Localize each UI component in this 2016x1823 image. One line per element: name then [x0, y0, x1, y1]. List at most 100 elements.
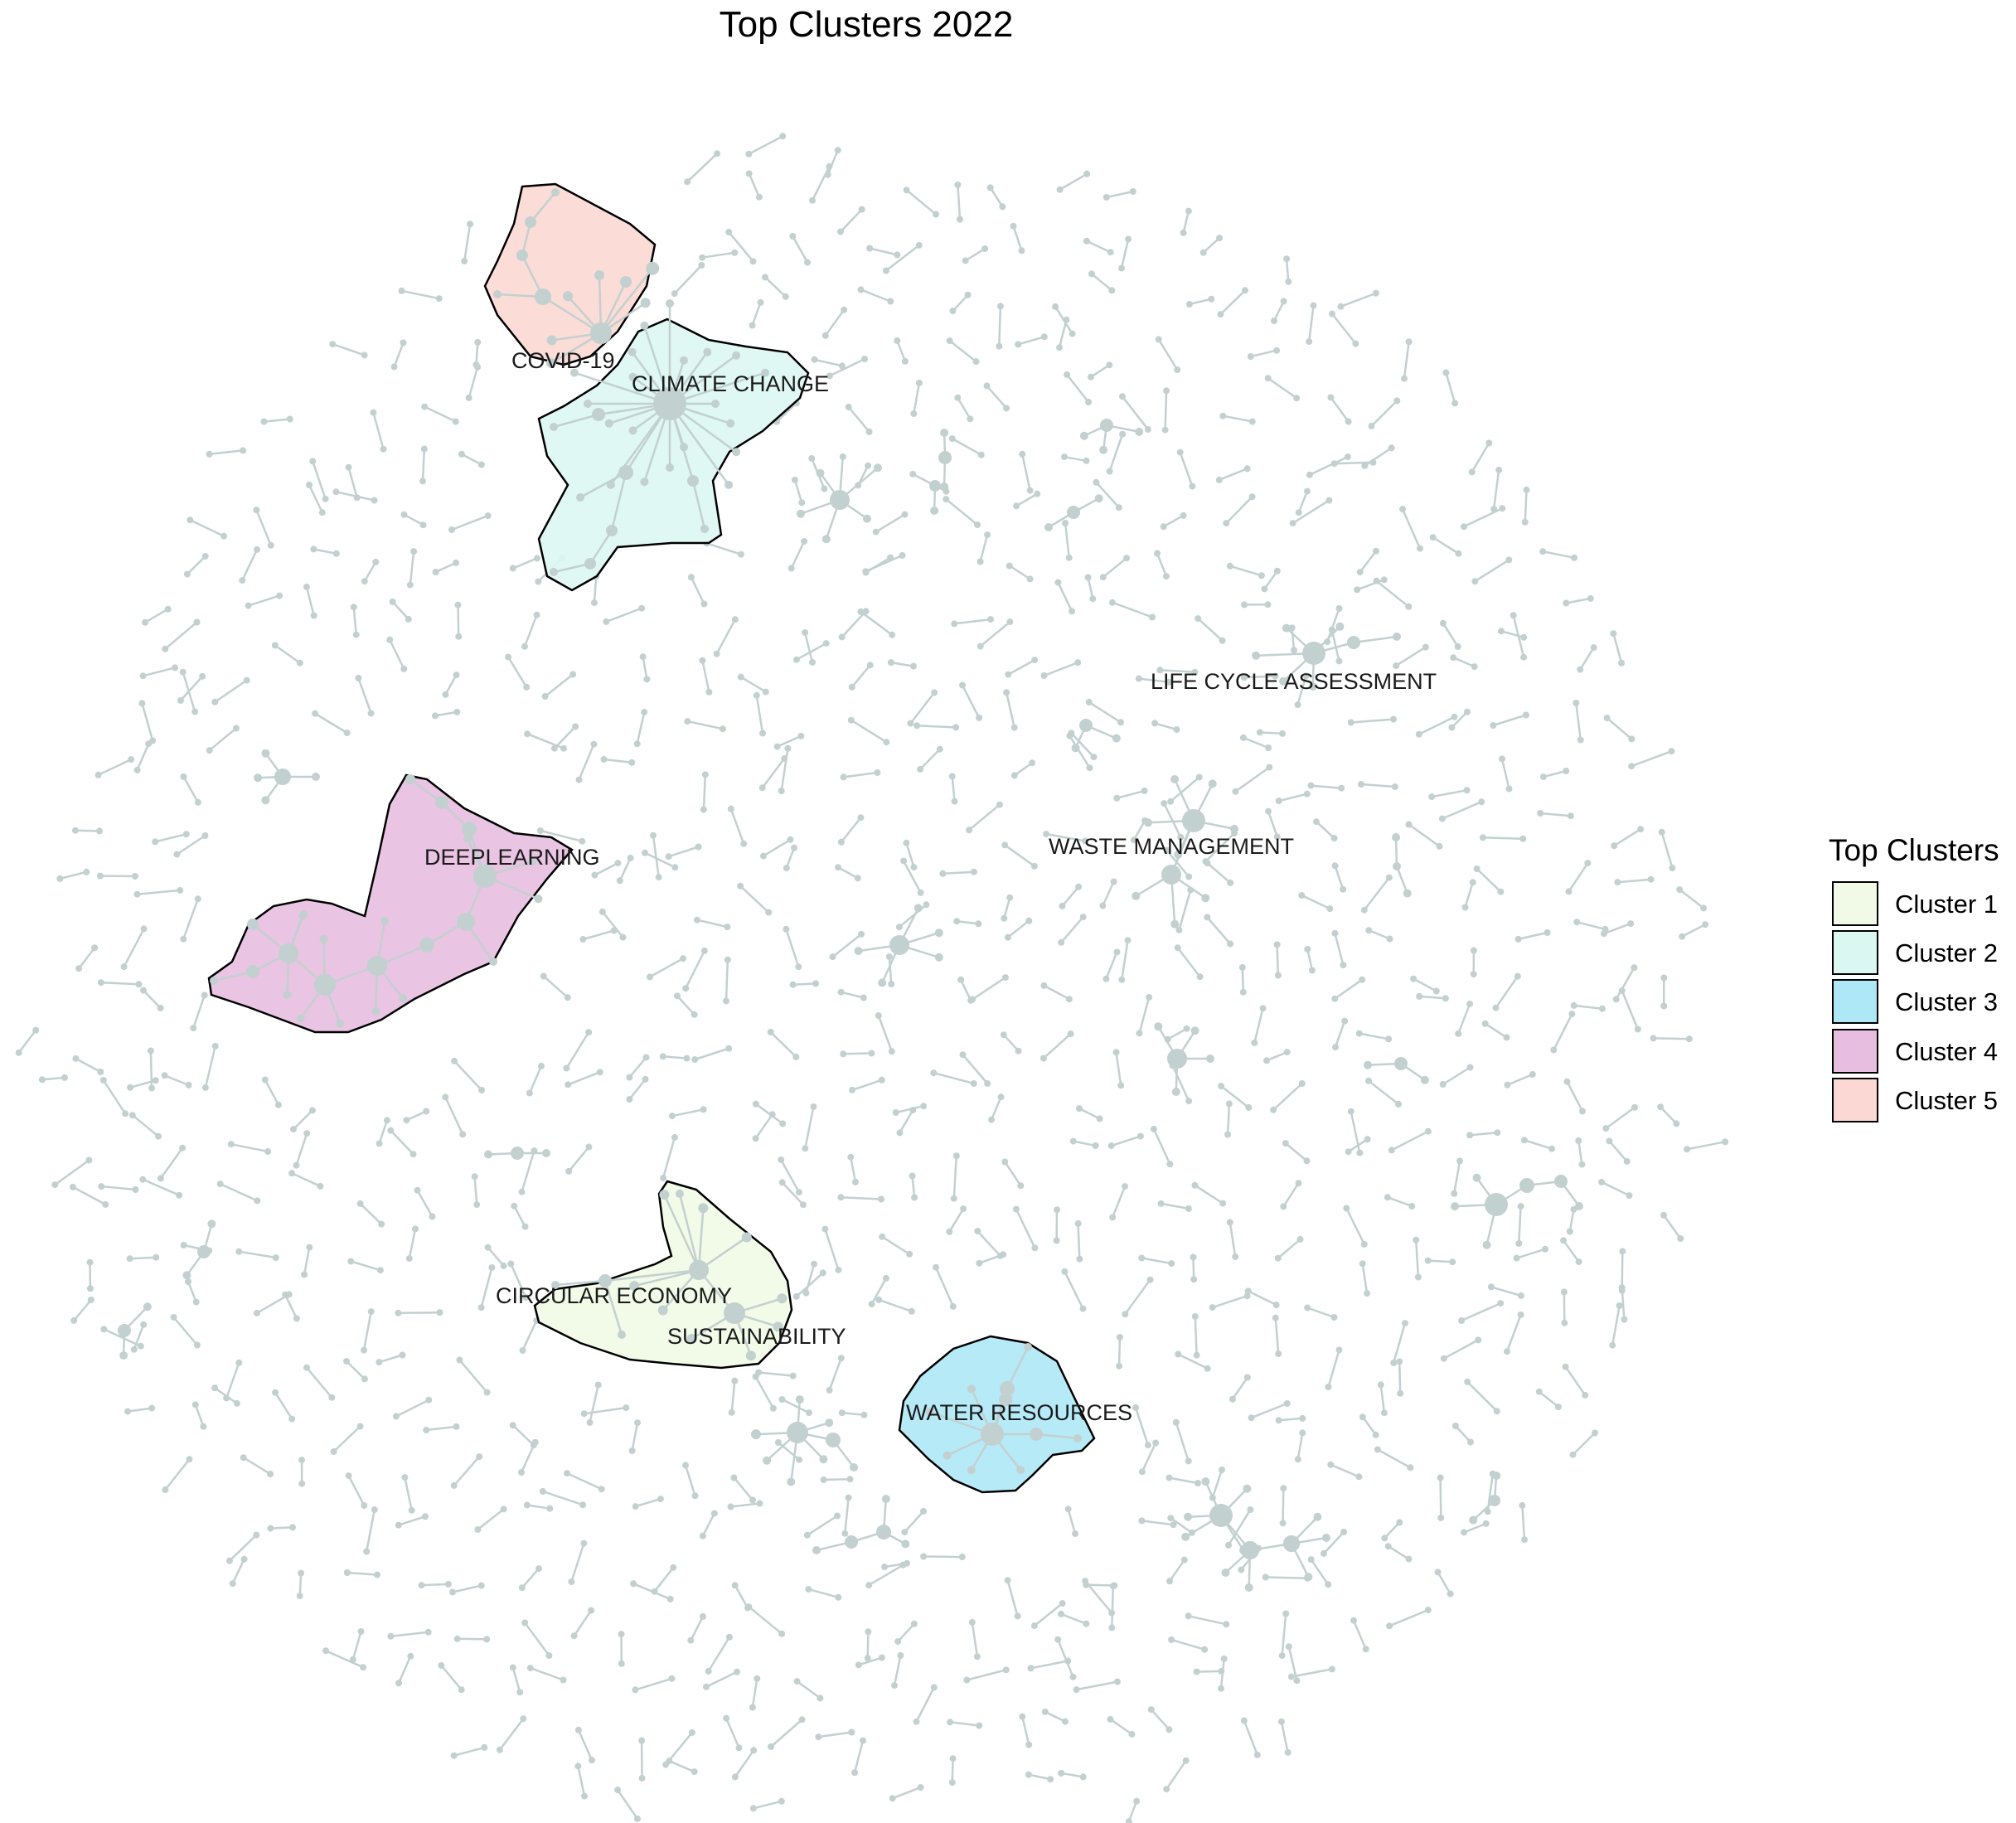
background-node: [1401, 1320, 1408, 1327]
c2-node: [732, 448, 741, 457]
background-edge: [715, 618, 736, 655]
background-edge: [468, 366, 479, 399]
background-node: [647, 973, 653, 981]
background-edge: [1028, 1773, 1051, 1781]
lca-node: [1393, 633, 1401, 641]
background-node: [86, 1258, 94, 1266]
c2-node: [640, 321, 649, 330]
background-edge: [888, 957, 893, 985]
background-node: [191, 1401, 199, 1408]
background-node: [1582, 1391, 1589, 1399]
background-node: [1407, 1464, 1414, 1471]
background-node: [1243, 465, 1251, 473]
hub-node: [819, 1455, 828, 1464]
background-node: [1248, 418, 1256, 425]
background-node: [1010, 222, 1017, 230]
background-edge: [435, 561, 457, 574]
background-node: [699, 254, 706, 261]
background-node: [1173, 726, 1180, 734]
background-node: [376, 1140, 383, 1147]
background-edge: [1495, 975, 1519, 1009]
background-node: [996, 801, 1003, 808]
background-node: [897, 1651, 904, 1659]
background-node: [710, 1510, 718, 1517]
background-node: [1047, 1776, 1054, 1783]
background-edge: [785, 847, 796, 869]
background-node: [837, 988, 845, 996]
background-node: [914, 722, 921, 730]
background-edge: [897, 1622, 915, 1642]
background-node: [1004, 1577, 1011, 1584]
background-edge: [1009, 565, 1031, 580]
background-edge: [1014, 762, 1033, 777]
background-node: [1238, 963, 1246, 971]
background-node: [128, 756, 135, 764]
background-node: [357, 1628, 365, 1635]
hub-node: [763, 1456, 772, 1465]
background-node: [762, 688, 769, 696]
background-node: [1147, 1706, 1155, 1714]
background-node: [1059, 1600, 1066, 1607]
background-node: [367, 710, 375, 717]
background-node: [288, 1170, 296, 1177]
background-node: [1386, 935, 1393, 943]
background-node: [1660, 1211, 1667, 1219]
c2-node: [703, 347, 712, 356]
background-edge: [687, 720, 724, 730]
background-edge: [566, 1471, 603, 1491]
background-edge: [409, 550, 415, 585]
background-edge: [1015, 492, 1038, 507]
background-node: [1209, 1304, 1216, 1311]
c5-edge: [497, 293, 544, 298]
background-node: [851, 1769, 858, 1777]
background-node: [1350, 1617, 1357, 1624]
background-node: [1505, 556, 1513, 564]
background-edge: [1482, 836, 1524, 840]
wm-node: [1170, 775, 1180, 783]
background-node: [745, 150, 753, 158]
background-node: [1110, 878, 1117, 885]
background-edge: [1219, 1658, 1225, 1689]
background-node: [87, 1297, 94, 1303]
background-node: [847, 1153, 855, 1161]
background-edge: [808, 1588, 839, 1599]
background-node: [401, 1474, 409, 1481]
background-node: [1282, 1140, 1289, 1147]
background-node: [623, 1404, 630, 1412]
background-edge: [594, 861, 618, 876]
background-edge: [583, 929, 614, 941]
background-node: [1377, 1381, 1384, 1389]
background-node: [1119, 430, 1127, 438]
background-node: [343, 730, 351, 736]
background-node: [1328, 626, 1335, 633]
background-node: [688, 1728, 695, 1736]
background-edge: [1194, 1316, 1198, 1355]
background-node: [83, 868, 90, 875]
background-node: [891, 1682, 898, 1690]
background-node: [1359, 1260, 1366, 1268]
background-node: [1567, 812, 1574, 820]
background-node: [253, 507, 260, 514]
background-node: [957, 976, 965, 983]
background-node: [1614, 879, 1621, 886]
background-edge: [274, 1392, 293, 1420]
background-node: [1238, 1566, 1245, 1573]
background-node: [1466, 1132, 1474, 1139]
background-node: [1151, 720, 1159, 727]
background-node: [1262, 1573, 1269, 1581]
background-node: [32, 1026, 40, 1034]
background-node: [483, 1636, 491, 1643]
c2-node: [663, 397, 676, 410]
background-node: [1030, 862, 1038, 870]
background-edge: [511, 1667, 521, 1693]
background-node: [1240, 1717, 1248, 1724]
background-node: [875, 1296, 883, 1303]
background-edge: [584, 1406, 627, 1415]
background-edge: [72, 1185, 106, 1206]
background-node: [1455, 1030, 1462, 1037]
hub-node: [881, 1495, 890, 1504]
background-edge: [1267, 377, 1297, 400]
background-node: [865, 1582, 873, 1589]
background-node: [1272, 1302, 1280, 1308]
background-node: [1573, 700, 1580, 706]
